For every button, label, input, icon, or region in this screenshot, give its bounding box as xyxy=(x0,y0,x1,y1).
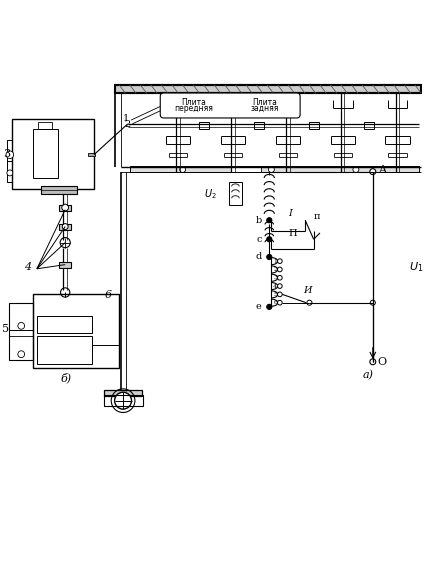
Circle shape xyxy=(277,267,282,272)
Circle shape xyxy=(266,236,271,242)
Circle shape xyxy=(266,254,271,260)
Text: 5: 5 xyxy=(273,292,276,297)
Circle shape xyxy=(266,305,271,310)
Circle shape xyxy=(62,224,68,230)
Bar xyxy=(9,303,33,360)
Bar xyxy=(32,129,58,178)
Circle shape xyxy=(60,238,70,248)
Circle shape xyxy=(60,288,70,297)
Bar xyxy=(7,140,12,182)
Bar xyxy=(104,395,143,406)
Circle shape xyxy=(266,218,271,223)
Text: O: O xyxy=(377,357,386,367)
Bar xyxy=(59,224,71,230)
Bar xyxy=(41,186,77,194)
Text: $U_1$: $U_1$ xyxy=(408,260,422,274)
Text: 2: 2 xyxy=(124,120,130,129)
Circle shape xyxy=(179,167,185,172)
Bar xyxy=(253,122,263,128)
Circle shape xyxy=(369,300,374,305)
Text: 1: 1 xyxy=(122,114,128,123)
Circle shape xyxy=(277,259,282,263)
Bar xyxy=(59,204,71,211)
Bar xyxy=(104,390,141,396)
Text: задняя: задняя xyxy=(250,104,279,113)
Bar xyxy=(12,119,94,189)
Circle shape xyxy=(114,392,131,409)
Text: Плита: Плита xyxy=(180,98,205,107)
Circle shape xyxy=(369,359,375,365)
Bar xyxy=(32,294,119,368)
Bar xyxy=(229,182,241,205)
Bar xyxy=(38,122,52,129)
Text: e: e xyxy=(255,302,261,311)
Text: а): а) xyxy=(362,370,373,381)
Bar xyxy=(231,167,260,172)
Text: 3: 3 xyxy=(273,275,276,280)
Circle shape xyxy=(6,151,14,159)
Bar xyxy=(198,122,208,128)
Text: 4: 4 xyxy=(273,284,276,289)
FancyBboxPatch shape xyxy=(160,93,299,118)
Text: b: b xyxy=(255,216,261,225)
Circle shape xyxy=(277,292,282,297)
Circle shape xyxy=(369,169,375,175)
Text: передняя: передняя xyxy=(173,104,212,113)
Circle shape xyxy=(62,204,69,211)
Circle shape xyxy=(352,167,358,172)
Text: 6: 6 xyxy=(105,291,112,301)
Circle shape xyxy=(18,351,25,358)
Text: б): б) xyxy=(61,373,72,383)
Bar xyxy=(37,337,92,364)
Text: 1: 1 xyxy=(273,258,276,263)
Circle shape xyxy=(277,301,282,305)
Text: 5: 5 xyxy=(2,324,9,334)
Circle shape xyxy=(306,300,311,305)
Bar xyxy=(115,85,420,93)
Circle shape xyxy=(277,284,282,288)
Text: c: c xyxy=(256,235,261,244)
Circle shape xyxy=(268,167,273,172)
Text: $U_2$: $U_2$ xyxy=(203,187,216,200)
Circle shape xyxy=(18,323,25,329)
Text: И: И xyxy=(302,286,311,295)
Circle shape xyxy=(7,170,13,176)
Bar xyxy=(37,316,92,333)
Text: 4: 4 xyxy=(23,262,31,272)
Text: d: d xyxy=(255,252,261,261)
Text: A: A xyxy=(377,164,385,175)
Text: I: I xyxy=(288,209,292,218)
Text: 3: 3 xyxy=(3,149,10,159)
Bar xyxy=(130,166,418,172)
Text: п: п xyxy=(313,212,320,221)
Text: 6: 6 xyxy=(273,300,276,305)
Text: 2: 2 xyxy=(273,267,276,272)
Bar xyxy=(87,153,95,156)
Text: Плита: Плита xyxy=(252,98,277,107)
Bar xyxy=(363,122,373,128)
Text: П: П xyxy=(288,229,296,238)
Bar xyxy=(59,262,71,267)
Bar xyxy=(308,122,318,128)
Circle shape xyxy=(277,275,282,280)
